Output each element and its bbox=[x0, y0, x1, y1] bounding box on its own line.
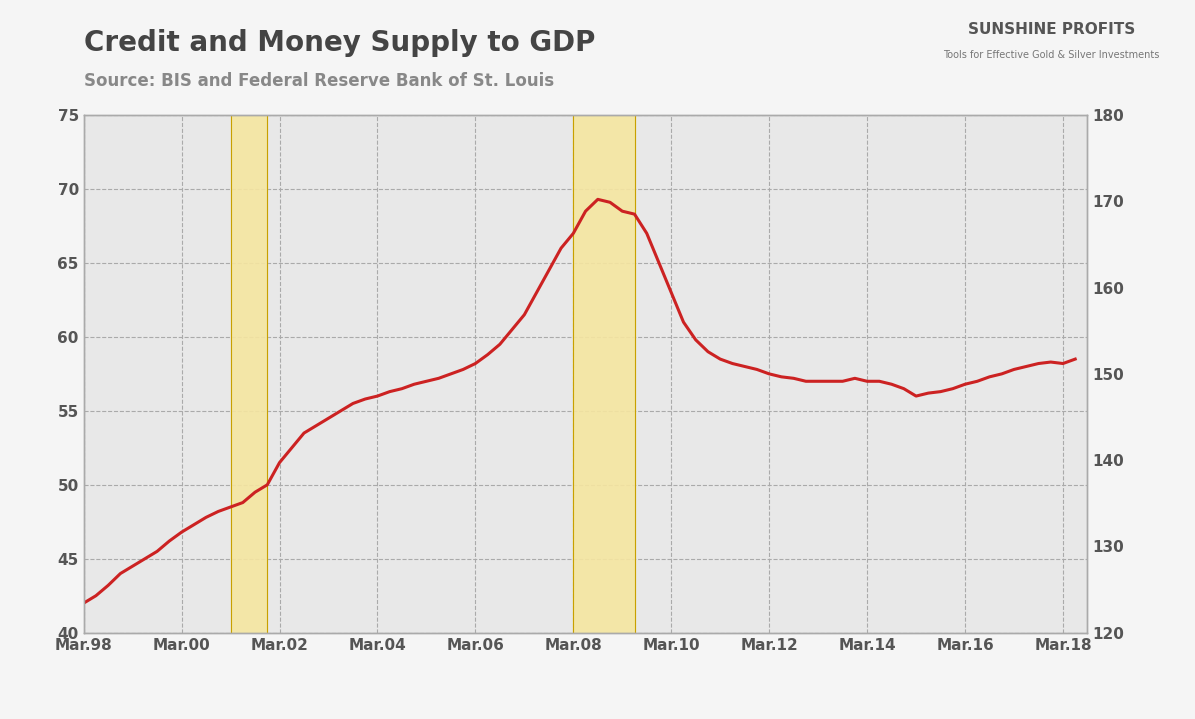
Text: Source: BIS and Federal Reserve Bank of St. Louis: Source: BIS and Federal Reserve Bank of … bbox=[84, 72, 553, 90]
Text: Credit and Money Supply to GDP: Credit and Money Supply to GDP bbox=[84, 29, 595, 57]
Text: Tools for Effective Gold & Silver Investments: Tools for Effective Gold & Silver Invest… bbox=[943, 50, 1160, 60]
Text: SUNSHINE PROFITS: SUNSHINE PROFITS bbox=[968, 22, 1135, 37]
Bar bbox=[574, 115, 635, 633]
Bar bbox=[231, 115, 268, 633]
